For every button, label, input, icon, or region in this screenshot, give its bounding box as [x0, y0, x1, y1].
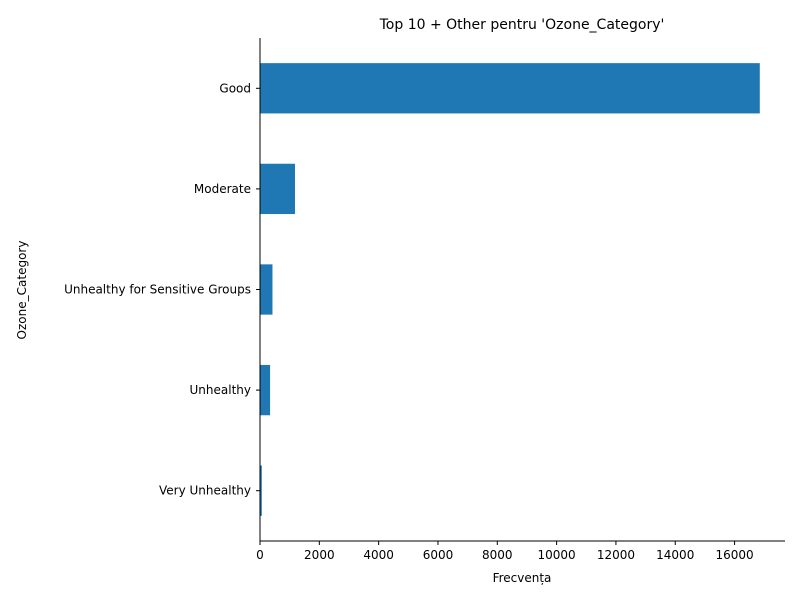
bar-moderate: [260, 163, 295, 215]
x-tick-label: 4000: [363, 548, 394, 562]
bar-unhealthy-for-sensitive-groups: [260, 264, 273, 315]
bar-good: [260, 63, 760, 114]
y-tick-label: Unhealthy: [190, 383, 251, 397]
bar-unhealthy: [260, 364, 271, 416]
x-axis-label: Frecvența: [493, 571, 552, 585]
y-ticks: Good Moderate Unhealthy for Sensitive Grou…: [64, 81, 260, 498]
x-tick-label: 6000: [423, 548, 454, 562]
x-tick-label: 10000: [538, 548, 576, 562]
x-ticks: 0 2000 4000 6000 8000 10000 12000 14000 16000: [256, 541, 754, 562]
y-tick-label: Very Unhealthy: [159, 484, 251, 498]
x-tick-label: 2000: [304, 548, 335, 562]
x-tick-label: 0: [256, 548, 264, 562]
x-tick-label: 8000: [482, 548, 513, 562]
chart-title: Top 10 + Other pentru 'Ozone_Category': [379, 17, 665, 33]
bars-layer: [260, 63, 760, 516]
y-tick-label: Moderate: [194, 182, 251, 196]
y-tick-label: Good: [219, 81, 251, 95]
bar-very-unhealthy: [260, 465, 262, 516]
y-tick-label: Unhealthy for Sensitive Groups: [64, 283, 251, 297]
x-tick-label: 12000: [597, 548, 635, 562]
x-tick-label: 16000: [715, 548, 753, 562]
y-axis-label: Ozone_Category: [15, 241, 29, 340]
x-tick-label: 14000: [656, 548, 694, 562]
